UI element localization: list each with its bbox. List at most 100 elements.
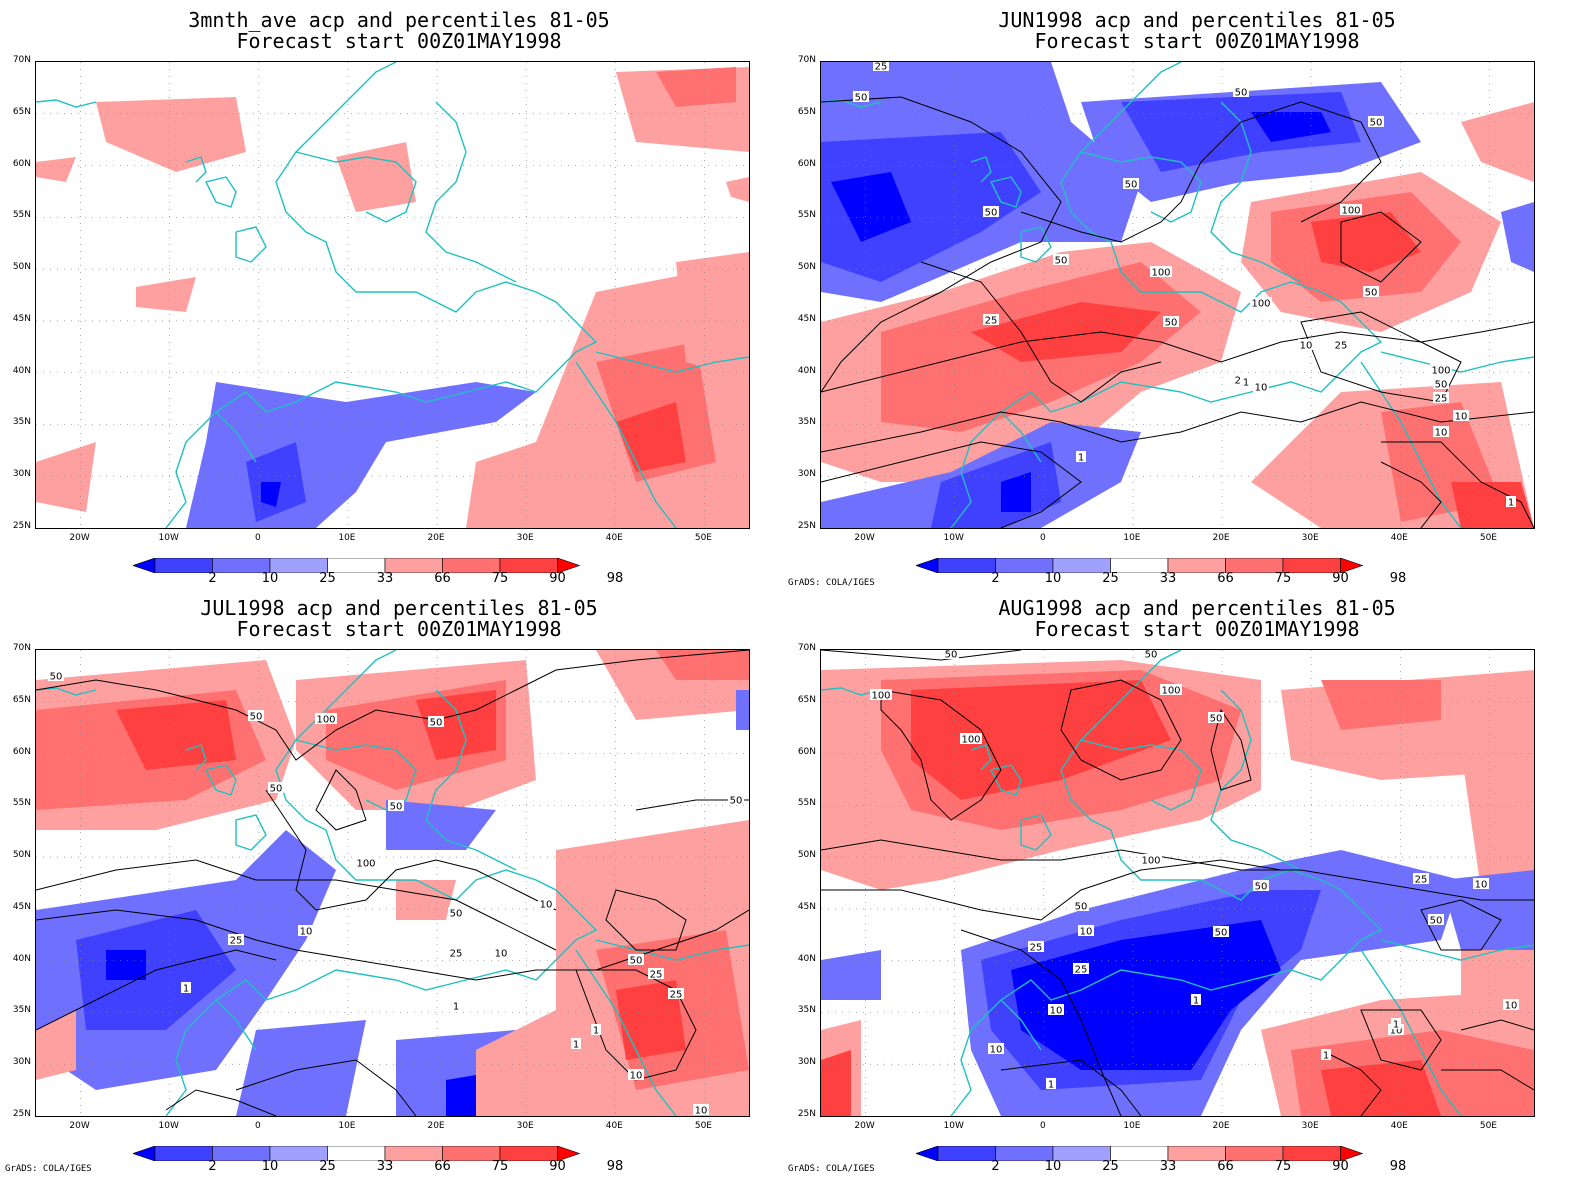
- contour-label: 50: [1233, 86, 1249, 99]
- latitude-label: 65N: [797, 106, 816, 117]
- contour-label: 1: [1321, 1049, 1331, 1062]
- latitude-label: 45N: [12, 901, 31, 912]
- contour-label: 100: [870, 689, 892, 702]
- colorbar-label: 33: [376, 1159, 394, 1174]
- latitude-label: 50N: [797, 850, 816, 861]
- latitude-label: 35N: [12, 1005, 31, 1016]
- contour-label: 1: [1191, 994, 1201, 1007]
- contour-label: 50: [248, 710, 264, 723]
- panel-subtitle: Forecast start 00Z01MAY1998: [1034, 617, 1360, 641]
- svg-text:25: 25: [875, 62, 888, 73]
- contour-line: [821, 839, 1534, 901]
- longitude-label: 20W: [854, 533, 875, 543]
- contour-label: 100: [1140, 854, 1162, 867]
- colorbar: [133, 558, 581, 573]
- latitude-label: 35N: [12, 417, 31, 428]
- contour-label: 1: [571, 1038, 581, 1051]
- latitude-label: 60N: [797, 746, 816, 757]
- latitude-label: 50N: [12, 850, 31, 861]
- contour-label: 25: [1413, 873, 1429, 886]
- colorbar-label: 75: [1274, 1159, 1292, 1174]
- percentile-shading: [96, 97, 246, 172]
- svg-text:10: 10: [1475, 880, 1488, 891]
- svg-text:10: 10: [1255, 383, 1268, 394]
- credit-text: GrADS: COLA/IGES: [788, 578, 875, 588]
- panel-jun1998: JUN1998 acp and percentiles 81-05 Foreca…: [788, 0, 1596, 598]
- contour-label: 25: [1073, 963, 1089, 976]
- contour-label: 10: [1503, 999, 1519, 1012]
- svg-text:25: 25: [1335, 341, 1348, 352]
- colorbar-label: 10: [261, 1159, 279, 1174]
- colorbar: [916, 558, 1364, 573]
- contour-line: [1460, 1019, 1534, 1031]
- longitude-label: 50E: [694, 1121, 712, 1131]
- svg-text:100: 100: [1161, 686, 1180, 697]
- svg-text:50: 50: [50, 672, 63, 683]
- percentile-shading: [136, 277, 196, 312]
- longitude-label: 40E: [1390, 533, 1408, 543]
- contour-label: 1: [1076, 451, 1086, 464]
- contour-line: [821, 650, 1022, 661]
- svg-text:100: 100: [356, 859, 375, 870]
- contour-label: 1: [1046, 1078, 1056, 1091]
- longitude-label: 10E: [1123, 533, 1141, 543]
- latitude-label: 60N: [797, 158, 816, 169]
- svg-text:10: 10: [1505, 1001, 1518, 1012]
- credit-text: GrADS: COLA/IGES: [788, 1164, 875, 1174]
- contour-label: 50: [853, 91, 869, 104]
- colorbar-label: 25: [319, 571, 336, 586]
- svg-text:100: 100: [316, 715, 335, 726]
- svg-text:1: 1: [1048, 1080, 1054, 1091]
- latitude-label: 30N: [797, 1057, 816, 1068]
- colorbar-label: 90: [1332, 1159, 1349, 1174]
- percentile-shading: [821, 950, 881, 1000]
- percentile-shading: [1321, 1060, 1441, 1116]
- contour-line: [36, 859, 557, 951]
- svg-text:50: 50: [1125, 180, 1138, 191]
- contour-line: [235, 1059, 417, 1116]
- contour-label: 25: [983, 314, 999, 327]
- longitude-label: 50E: [1479, 533, 1497, 543]
- percentile-shading: [831, 172, 911, 242]
- percentile-shading: [236, 1020, 366, 1116]
- colorbar-label: 90: [1332, 571, 1349, 586]
- contour-line: [821, 96, 1062, 393]
- svg-text:50: 50: [1370, 118, 1383, 129]
- colorbar-label: 2: [208, 571, 217, 586]
- colorbar-label: 75: [1274, 571, 1292, 586]
- svg-text:10: 10: [300, 927, 313, 938]
- longitude-label: 50E: [1479, 1121, 1497, 1131]
- latitude-label: 40N: [12, 365, 31, 376]
- contour-label: 100: [1340, 204, 1362, 217]
- latitude-label: 70N: [797, 643, 816, 653]
- contour-line: [1210, 708, 1252, 791]
- colorbar-label: 2: [208, 1159, 217, 1174]
- map-area: [35, 61, 750, 529]
- longitude-label: 10W: [158, 1121, 179, 1131]
- percentile-shading: [1461, 102, 1534, 182]
- svg-text:100: 100: [871, 691, 890, 702]
- svg-text:25: 25: [670, 990, 683, 1001]
- percentile-shading: [1321, 680, 1441, 730]
- colorbar-label: 10: [1044, 1159, 1062, 1174]
- contour-label: 50: [983, 206, 999, 219]
- colorbar-segment: [133, 1146, 156, 1161]
- svg-text:100: 100: [1341, 206, 1360, 217]
- contour-label: 10: [693, 1104, 709, 1116]
- contour-label: 50: [388, 800, 404, 813]
- svg-text:50: 50: [1075, 902, 1088, 913]
- contour-label: 10: [493, 947, 509, 960]
- svg-text:100: 100: [1151, 268, 1170, 279]
- contour-label: 50: [1208, 712, 1224, 725]
- svg-text:50: 50: [985, 208, 998, 219]
- contour-line: [315, 769, 367, 831]
- colorbar-label: 33: [1159, 571, 1177, 586]
- panel-aug1998: AUG1998 acp and percentiles 81-05 Foreca…: [788, 588, 1596, 1186]
- latitude-label: 40N: [12, 953, 31, 964]
- percentile-shading: [36, 1010, 76, 1080]
- colorbar-segment: [557, 558, 581, 573]
- colorbar-segment: [557, 1146, 581, 1161]
- credit-text: GrADS: COLA/IGES: [5, 1164, 92, 1174]
- latitude-label: 50N: [12, 262, 31, 273]
- svg-text:50: 50: [630, 956, 643, 967]
